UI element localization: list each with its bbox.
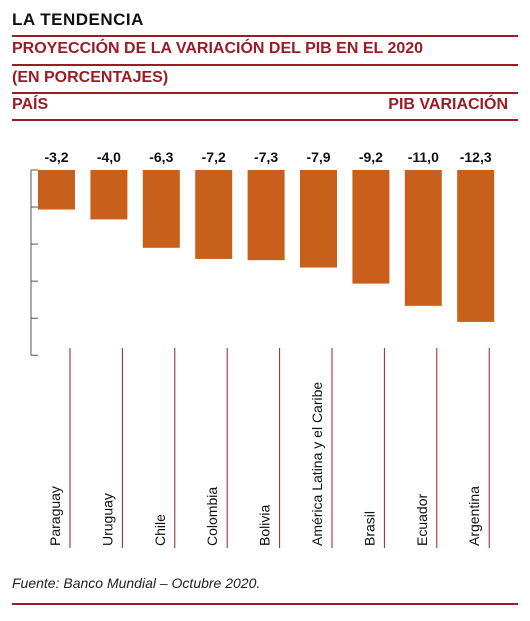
category-label: América Latina y el Caribe [309,382,325,546]
bar [38,170,75,210]
bar [352,170,390,284]
category-label: Chile [152,514,168,546]
value-label: -6,3 [149,149,173,165]
chart-title: LA TENDENCIA [12,10,144,29]
bar [142,170,180,248]
gdp-column-header: PIB VARIACIÓN [388,96,508,113]
value-label: -7,2 [202,149,226,165]
unit-divider [12,92,518,94]
column-headers: PAÍS PIB VARIACIÓN [12,96,518,116]
bar [300,170,337,268]
value-label: -7,9 [306,149,330,165]
category-label: Uruguay [99,493,115,546]
value-label: -7,3 [254,149,278,165]
bar [195,170,233,259]
bar [457,170,495,322]
category-label: Paraguay [47,486,63,546]
unit-label: (EN PORCENTAJES) [12,69,169,86]
category-label: Ecuador [414,494,430,546]
value-label: -12,3 [460,149,492,165]
bar [90,170,128,220]
value-label: -9,2 [359,149,383,165]
bar [404,170,442,306]
title-divider [12,35,518,37]
value-label: -4,0 [97,149,121,165]
footer-divider [12,603,518,605]
header-divider [12,119,518,121]
source-note: Fuente: Banco Mundial – Octubre 2020. [12,575,261,591]
category-label: Argentina [466,486,482,546]
category-label: Colombia [204,487,220,546]
value-label: -3,2 [44,149,68,165]
value-label: -11,0 [408,149,439,165]
subtitle-divider [12,64,518,66]
category-label: Brasil [361,511,377,546]
country-column-header: PAÍS [12,96,49,113]
chart-subtitle: PROYECCIÓN DE LA VARIACIÓN DEL PIB EN EL… [12,40,424,57]
category-label: Bolivia [257,505,273,546]
bar [247,170,285,261]
